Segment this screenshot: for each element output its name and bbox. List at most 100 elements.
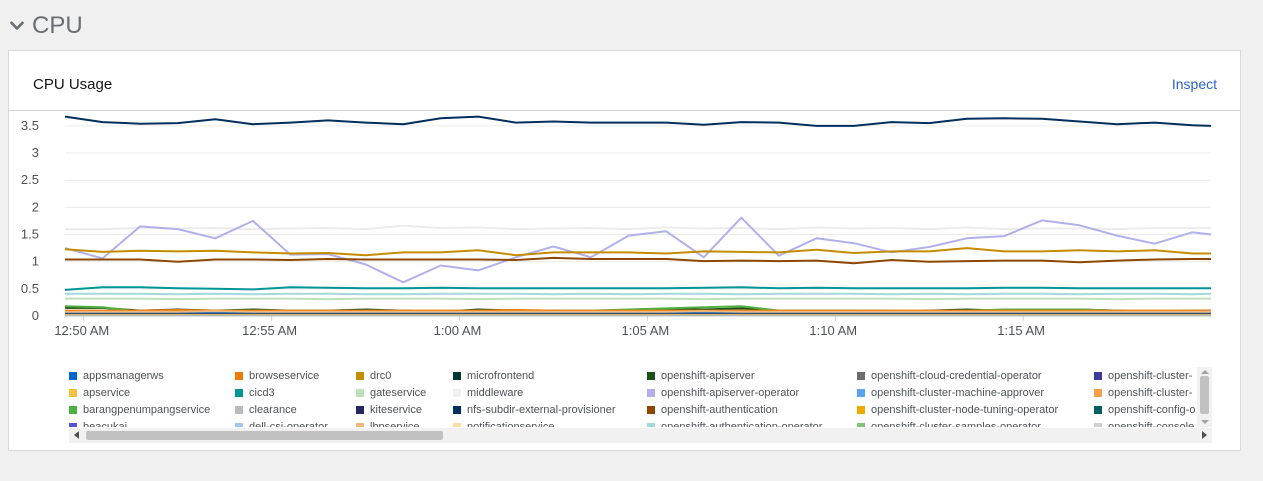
legend-label: openshift-cloud-credential-operator	[871, 369, 1042, 382]
legend-label: kiteservice	[370, 403, 422, 416]
legend-label: beacukai	[83, 420, 128, 428]
chevron-down-icon	[10, 21, 24, 31]
scroll-down-arrow-icon[interactable]	[1201, 420, 1209, 424]
legend-swatch	[1094, 405, 1102, 414]
legend-label: lbpservice	[370, 420, 420, 428]
series-line-browseservice	[65, 309, 1211, 312]
chart-legend: appsmanagerws browseservice drc0 microfront…	[69, 367, 1197, 427]
y-tick-label: 1	[32, 254, 39, 269]
legend-swatch	[453, 405, 461, 414]
legend-item[interactable]: openshift-apiserver-operator	[647, 384, 799, 401]
legend-swatch	[647, 371, 655, 380]
card-header: CPU Usage Inspect	[9, 51, 1240, 111]
scroll-up-arrow-icon[interactable]	[1201, 370, 1209, 374]
legend-item[interactable]: openshift-cloud-credential-operator	[857, 367, 1042, 384]
scroll-left-arrow-icon[interactable]	[74, 431, 79, 439]
legend-label: openshift-authentication	[661, 403, 778, 416]
cpu-section-toggle[interactable]: CPU	[10, 10, 83, 42]
legend-item[interactable]: browseservice	[235, 367, 319, 384]
y-tick-label: 1.5	[21, 227, 39, 242]
legend-swatch	[453, 371, 461, 380]
series-line-middleware	[65, 224, 1211, 231]
legend-swatch	[857, 371, 865, 380]
legend-swatch	[453, 422, 461, 427]
card-title: CPU Usage	[33, 76, 113, 93]
legend-label: appsmanagerws	[83, 369, 164, 382]
legend-swatch	[356, 388, 364, 397]
legend-label: middleware	[467, 386, 524, 399]
legend-item[interactable]: apservice	[69, 384, 130, 401]
legend-label: openshift-apiserver-operator	[661, 386, 800, 399]
series-line-openshift-authentication-operator	[65, 292, 1212, 296]
legend-item[interactable]: dell-csi-operator	[235, 418, 328, 427]
legend-label: notificationservice	[467, 420, 555, 428]
legend-item[interactable]: openshift-config-o	[1094, 401, 1195, 418]
legend-item[interactable]: beacukai	[69, 418, 127, 427]
scrollbar-thumb[interactable]	[86, 431, 443, 440]
inspect-link[interactable]: Inspect	[1171, 76, 1217, 92]
legend-item[interactable]: openshift-console	[1094, 418, 1194, 427]
legend-item[interactable]: openshift-apiserver	[647, 367, 755, 384]
section-title: CPU	[32, 12, 83, 39]
x-tick-label: 12:50 AM	[54, 323, 109, 338]
legend-item[interactable]: barangpenumpangservice	[69, 401, 210, 418]
legend-item[interactable]: lbpservice	[356, 418, 420, 427]
legend-label: openshift-cluster-machine-approver	[871, 386, 1045, 399]
legend-swatch	[857, 405, 865, 414]
legend-label: cicd3	[249, 386, 275, 399]
legend-item[interactable]: openshift-cluster-	[1094, 367, 1192, 384]
legend-swatch	[235, 422, 243, 427]
legend-item[interactable]: openshift-authentication	[647, 401, 778, 418]
y-tick-label: 2.5	[21, 172, 39, 187]
legend-swatch	[1094, 388, 1102, 397]
legend-item[interactable]: appsmanagerws	[69, 367, 164, 384]
scroll-right-arrow-icon[interactable]	[1202, 431, 1207, 439]
legend-label: browseservice	[249, 369, 320, 382]
legend-swatch	[356, 405, 364, 414]
legend-item[interactable]: notificationservice	[453, 418, 554, 427]
legend-item[interactable]: middleware	[453, 384, 523, 401]
legend-item[interactable]: nfs-subdir-external-provisioner	[453, 401, 616, 418]
legend-label: dell-csi-operator	[249, 420, 328, 428]
legend-swatch	[647, 388, 655, 397]
y-tick-label: 3.5	[21, 118, 39, 133]
legend-item[interactable]: microfrontend	[453, 367, 534, 384]
legend-label: microfrontend	[467, 369, 535, 382]
legend-swatch	[69, 371, 77, 380]
legend-item[interactable]: openshift-cluster-samples-operator	[857, 418, 1041, 427]
legend-swatch	[69, 388, 77, 397]
legend-label: openshift-apiserver	[661, 369, 755, 382]
legend-swatch	[356, 422, 364, 427]
x-tick-label: 1:05 AM	[622, 323, 670, 338]
x-tick-label: 1:00 AM	[434, 323, 482, 338]
series-line-gateservice	[65, 297, 1211, 301]
legend-label: openshift-cluster-samples-operator	[871, 420, 1041, 428]
x-tick-label: 12:55 AM	[242, 323, 297, 338]
legend-label: openshift-cluster-	[1108, 369, 1193, 382]
legend-item[interactable]: openshift-authentication-operator	[647, 418, 822, 427]
series-line-openshift-apiserver-operator	[64, 216, 1212, 284]
legend-swatch	[235, 405, 243, 414]
x-tick-label: 1:10 AM	[809, 323, 857, 338]
legend-item[interactable]: openshift-cluster-	[1094, 384, 1192, 401]
scrollbar-thumb[interactable]	[1200, 376, 1209, 414]
legend-label: openshift-authentication-operator	[661, 420, 823, 428]
legend-item[interactable]: openshift-cluster-machine-approver	[857, 384, 1044, 401]
legend-item[interactable]: cicd3	[235, 384, 275, 401]
legend-item[interactable]: gateservice	[356, 384, 426, 401]
legend-swatch	[69, 405, 77, 414]
legend-item[interactable]: kiteservice	[356, 401, 422, 418]
legend-horizontal-scrollbar[interactable]	[69, 428, 1212, 443]
legend-item[interactable]: drc0	[356, 367, 391, 384]
y-tick-label: 3	[32, 145, 39, 160]
legend-label: gateservice	[370, 386, 427, 399]
legend-label: openshift-cluster-node-tuning-operator	[871, 403, 1059, 416]
series-line-lbpservice	[65, 310, 1211, 313]
legend-label: barangpenumpangservice	[83, 403, 211, 416]
legend-swatch	[453, 388, 461, 397]
cpu-usage-chart: 0 0.5 1 1.5 2 2.5 3 3.5 12:50 AM 12:55 AM 1:00 AM 1…	[21, 115, 1212, 338]
legend-item[interactable]: openshift-cluster-node-tuning-operator	[857, 401, 1058, 418]
series-line-microfrontend	[64, 115, 1212, 127]
legend-vertical-scrollbar[interactable]	[1197, 367, 1212, 427]
legend-item[interactable]: clearance	[235, 401, 297, 418]
